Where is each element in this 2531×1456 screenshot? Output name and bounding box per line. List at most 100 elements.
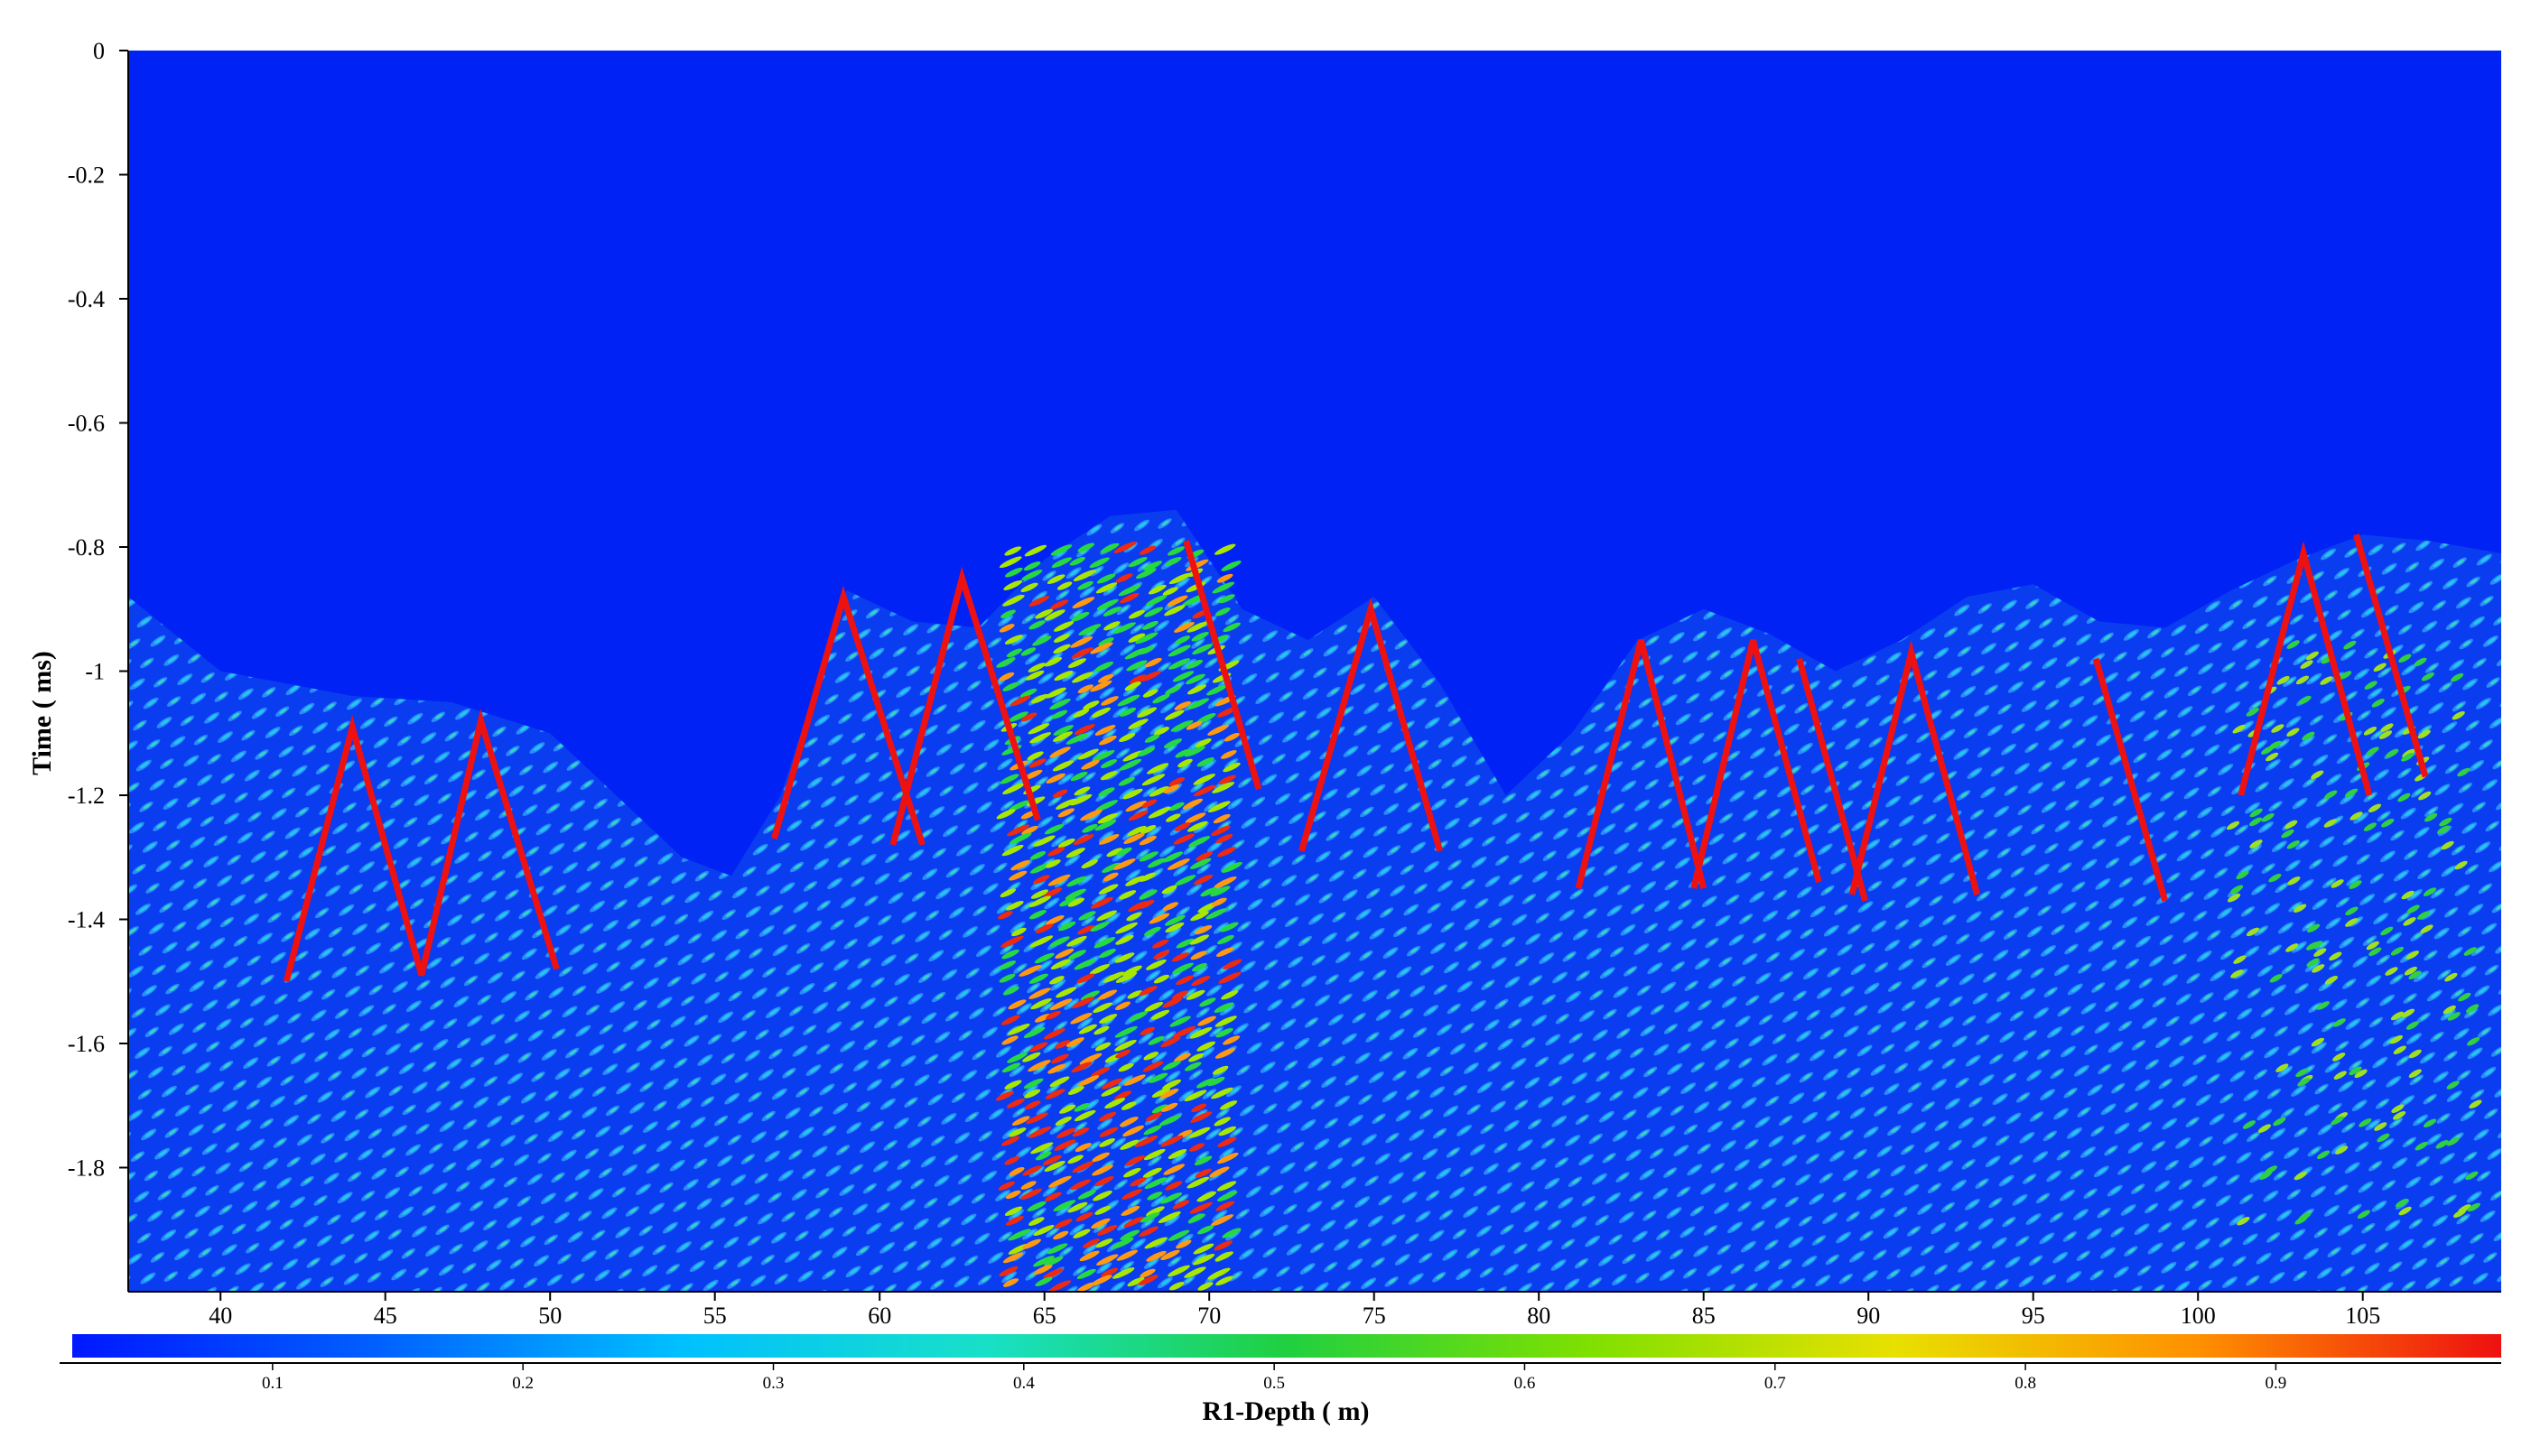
amplitude-blob <box>1028 620 1046 630</box>
amplitude-blob <box>1151 1088 1171 1099</box>
amplitude-blob <box>1020 712 1038 722</box>
amplitude-blob <box>1214 876 1237 888</box>
amplitude-blob <box>1053 1200 1076 1211</box>
amplitude-blob <box>2286 839 2300 849</box>
amplitude-blob <box>1049 698 1071 710</box>
amplitude-blob <box>1000 1015 1020 1025</box>
y-tick-label: 0 <box>93 38 105 64</box>
amplitude-blob <box>1221 990 1239 1000</box>
amplitude-blob <box>1068 950 1086 960</box>
amplitude-blob <box>2331 879 2344 888</box>
amplitude-blob <box>1075 1211 1093 1222</box>
amplitude-blob <box>2397 793 2411 802</box>
amplitude-blob <box>2345 918 2359 927</box>
amplitude-blob <box>1222 1228 1242 1238</box>
amplitude-blob <box>1160 1135 1184 1147</box>
amplitude-blob <box>1049 1280 1072 1292</box>
amplitude-blob <box>1057 808 1075 818</box>
amplitude-blob <box>1050 599 1069 610</box>
amplitude-blob <box>2414 657 2427 667</box>
x-axis-title: R1-Depth ( m) <box>1203 1396 1370 1426</box>
amplitude-blob <box>1162 902 1178 912</box>
amplitude-blob <box>1074 724 1095 735</box>
amplitude-blob <box>1090 642 1113 654</box>
amplitude-blob <box>1141 774 1166 786</box>
amplitude-blob <box>1103 872 1119 882</box>
amplitude-blob <box>1076 1268 1096 1280</box>
amplitude-blob <box>2230 885 2244 895</box>
annotation-line <box>1575 639 1707 889</box>
amplitude-blob <box>1137 707 1158 719</box>
amplitude-blob <box>1221 861 1242 873</box>
amplitude-blob <box>1160 1102 1178 1112</box>
amplitude-blob <box>1078 1024 1097 1034</box>
amplitude-blob <box>1051 709 1068 719</box>
amplitude-blob <box>1090 921 1110 932</box>
amplitude-blob <box>1008 1024 1030 1035</box>
amplitude-blob <box>1002 1252 1024 1264</box>
amplitude-blob <box>1096 1254 1119 1266</box>
amplitude-blob <box>2393 1111 2406 1120</box>
colorbar-tick-label: 0.1 <box>262 1374 284 1393</box>
amplitude-blob <box>1125 801 1147 812</box>
amplitude-blob <box>1028 723 1050 735</box>
amplitude-blob <box>1065 1037 1084 1047</box>
amplitude-blob <box>1053 1230 1069 1240</box>
amplitude-blob <box>1092 1164 1113 1176</box>
amplitude-blob <box>1153 950 1170 960</box>
amplitude-blob <box>2443 1005 2456 1015</box>
amplitude-blob <box>1160 1036 1181 1048</box>
amplitude-blob <box>2273 1117 2286 1127</box>
amplitude-blob <box>2324 790 2338 800</box>
amplitude-blob <box>2357 1210 2370 1220</box>
amplitude-blob <box>1072 1161 1094 1173</box>
amplitude-blob <box>2368 947 2382 957</box>
y-ticks: 0 -0.2 -0.4 -0.6 -0.8 -1 -1.2 -1.4 -1.6 -1.8 <box>68 38 128 1182</box>
amplitude-blob <box>2366 747 2379 756</box>
amplitude-blob <box>1030 693 1049 704</box>
amplitude-blob <box>1143 1148 1166 1161</box>
amplitude-blob <box>1120 1229 1140 1240</box>
amplitude-blob <box>1074 959 1096 970</box>
amplitude-blob <box>1170 719 1194 732</box>
amplitude-blob <box>1121 1205 1140 1216</box>
amplitude-blob <box>1162 587 1178 596</box>
amplitude-blob <box>1189 1201 1213 1214</box>
amplitude-blob <box>1216 707 1236 718</box>
annotation-line <box>2092 657 2169 902</box>
amplitude-blob <box>1078 624 1102 635</box>
amplitude-blob <box>2345 906 2359 916</box>
amplitude-blob <box>1071 611 1090 622</box>
amplitude-blob <box>1046 1010 1061 1020</box>
amplitude-blob <box>1071 647 1093 659</box>
amplitude-blob <box>1093 1025 1110 1035</box>
amplitude-blob <box>1124 682 1141 691</box>
amplitude-blob <box>1077 580 1093 590</box>
amplitude-blob <box>1145 595 1168 607</box>
amplitude-blob <box>2249 808 2263 818</box>
annotation-line <box>771 585 926 847</box>
amplitude-blob <box>1029 732 1052 744</box>
amplitude-blob <box>1115 971 1138 983</box>
amplitude-blob <box>1153 974 1169 984</box>
amplitude-blob <box>1190 911 1209 922</box>
x-tick-label: 45 <box>374 1303 397 1329</box>
amplitude-blob <box>1095 800 1118 811</box>
amplitude-blob <box>1194 1155 1213 1166</box>
amplitude-blob <box>1207 801 1231 813</box>
amplitude-blob <box>1050 544 1073 556</box>
amplitude-blob <box>2465 1171 2479 1181</box>
amplitude-blob <box>1076 973 1095 984</box>
annotation-layer <box>283 533 2429 983</box>
amplitude-blob <box>1006 648 1023 658</box>
amplitude-blob <box>1128 810 1149 821</box>
amplitude-blob <box>1214 1015 1237 1027</box>
amplitude-blob <box>1070 793 1093 806</box>
amplitude-blob <box>1224 732 1240 742</box>
amplitude-blob <box>1004 1206 1023 1217</box>
amplitude-blob <box>1029 935 1054 948</box>
amplitude-blob <box>1141 799 1158 808</box>
amplitude-blob <box>1192 1254 1215 1266</box>
amplitude-blob <box>1161 851 1184 863</box>
amplitude-blob <box>1052 731 1073 742</box>
